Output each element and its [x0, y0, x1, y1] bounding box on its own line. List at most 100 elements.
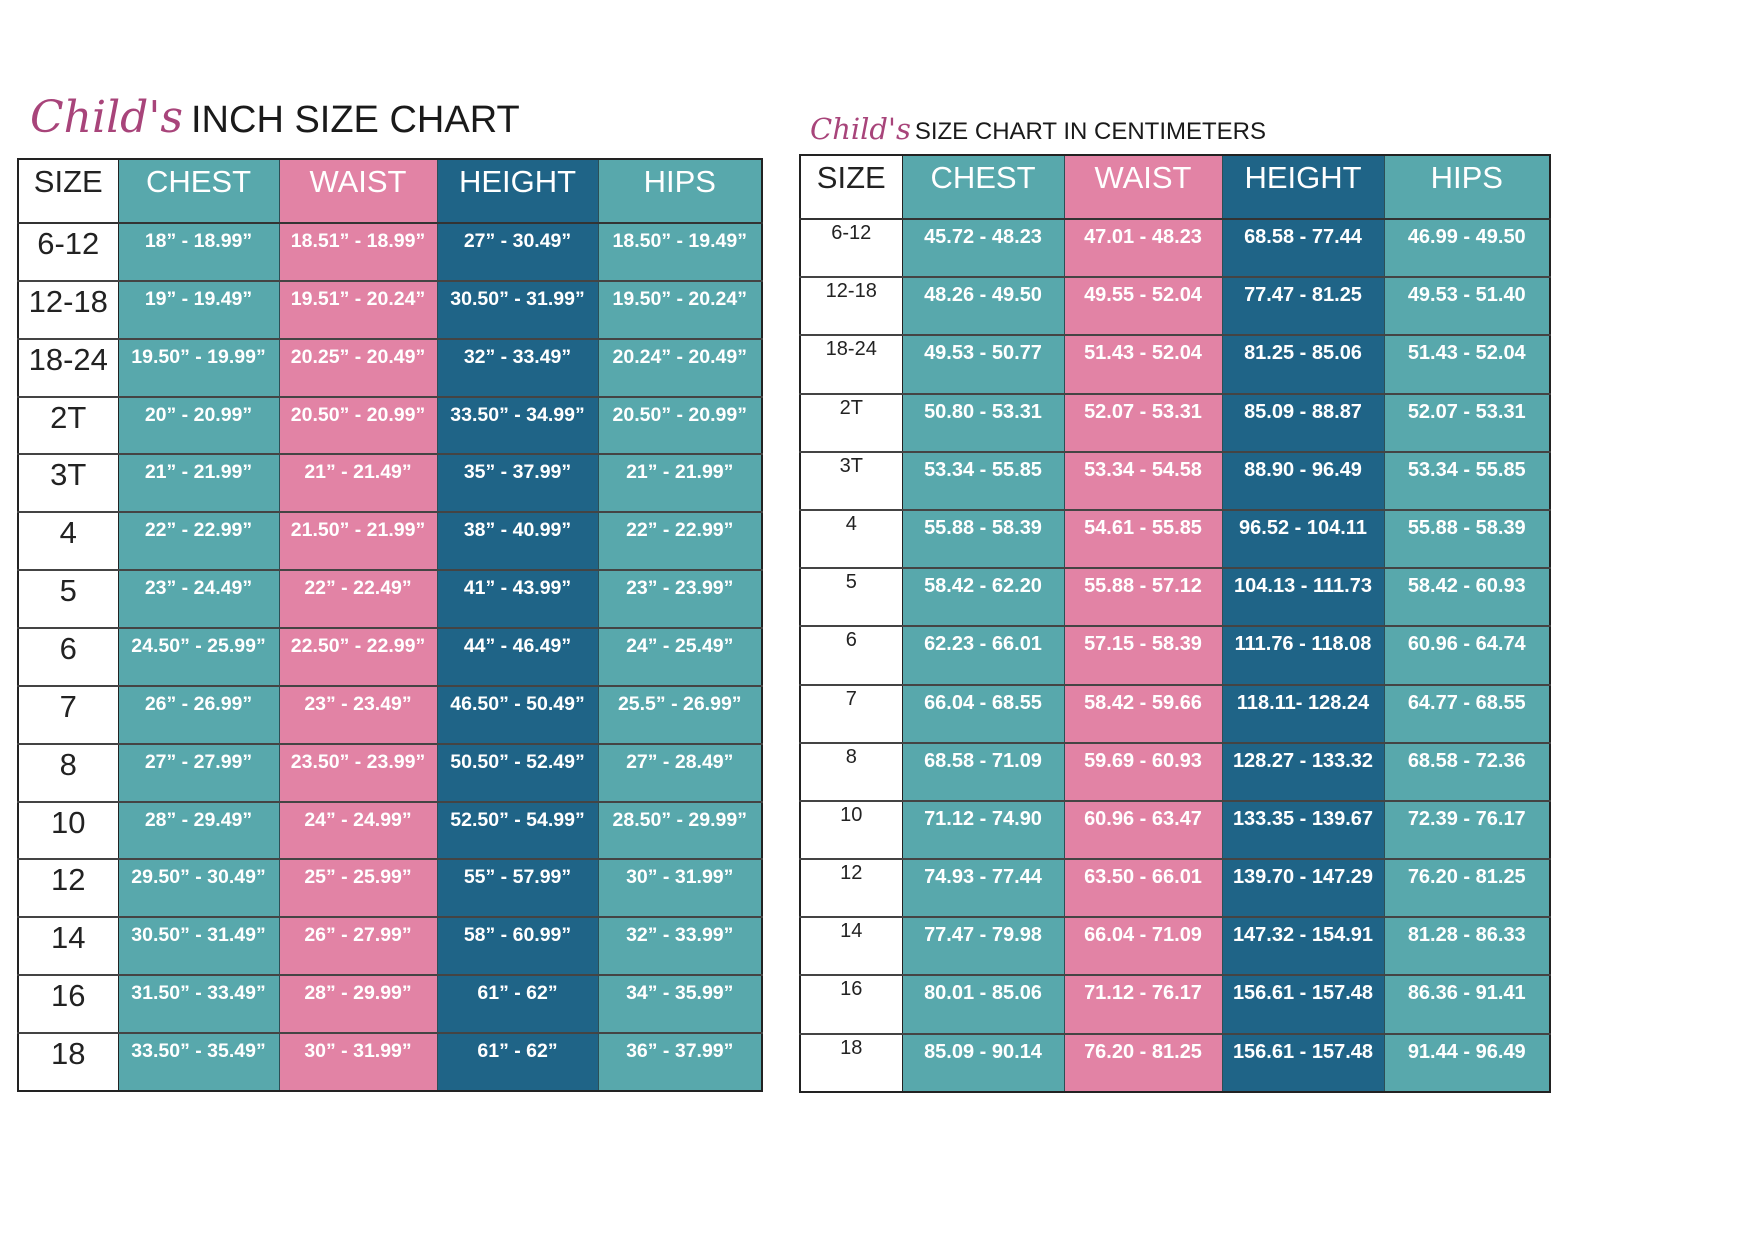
cm-cell-size: 7 — [800, 684, 903, 743]
inch-cell-waist: 22” - 22.49” — [279, 570, 438, 629]
table-row: 6 24.50” - 25.99” 22.50” - 22.99” 44” - 46.… — [18, 628, 763, 686]
table-row: 18-24 49.53 - 50.77 51.43 - 52.04 81.25 - 8… — [800, 335, 1551, 394]
inch-cell-hips: 36” - 37.99” — [598, 1033, 763, 1091]
inch-cell-chest: 33.50” - 35.49” — [118, 1033, 280, 1091]
cm-cell-height: 77.47 - 81.25 — [1222, 277, 1385, 336]
inch-cell-chest: 20” - 20.99” — [118, 396, 280, 455]
cm-header-size: SIZE — [800, 155, 903, 219]
inch-cell-waist: 24” - 24.99” — [279, 801, 438, 860]
inch-cell-chest: 19.50” - 19.99” — [118, 338, 280, 397]
cm-cell-hips: 51.43 - 52.04 — [1384, 335, 1551, 394]
inch-cell-hips: 30” - 31.99” — [598, 859, 763, 918]
inch-cell-height: 27” - 30.49” — [437, 223, 599, 281]
table-row: 16 31.50” - 33.49” 28” - 29.99” 61” - 62” 34… — [18, 975, 763, 1034]
inch-cell-height: 46.50” - 50.49” — [437, 685, 599, 744]
inch-cell-hips: 27” - 28.49” — [598, 743, 763, 802]
inch-cell-size: 6 — [18, 628, 119, 686]
inch-cell-hips: 24” - 25.49” — [598, 628, 763, 686]
cm-cell-waist: 63.50 - 66.01 — [1064, 859, 1223, 918]
table-row: 14 77.47 - 79.98 66.04 - 71.09 147.32 - 154… — [800, 917, 1551, 976]
inch-cell-size: 2T — [18, 396, 119, 455]
cm-cell-size: 18 — [800, 1033, 903, 1092]
cm-cell-chest: 80.01 - 85.06 — [902, 975, 1065, 1034]
table-row: 5 58.42 - 62.20 55.88 - 57.12 104.13 - 111.… — [800, 568, 1551, 627]
inch-cell-size: 6-12 — [18, 223, 119, 281]
cm-cell-size: 5 — [800, 568, 903, 627]
cm-cell-size: 14 — [800, 917, 903, 976]
inch-cell-chest: 19” - 19.49” — [118, 280, 280, 339]
inch-cell-hips: 20.50” - 20.99” — [598, 396, 763, 455]
cm-cell-waist: 71.12 - 76.17 — [1064, 975, 1223, 1034]
inch-cell-waist: 21.50” - 21.99” — [279, 512, 438, 571]
cm-cell-size: 2T — [800, 393, 903, 452]
cm-cell-height: 68.58 - 77.44 — [1222, 219, 1385, 278]
inch-cell-size: 16 — [18, 975, 119, 1034]
cm-cell-waist: 54.61 - 55.85 — [1064, 509, 1223, 569]
cm-cell-hips: 60.96 - 64.74 — [1384, 626, 1551, 685]
cm-cell-hips: 81.28 - 86.33 — [1384, 917, 1551, 976]
cm-cell-height: 88.90 - 96.49 — [1222, 451, 1385, 510]
inch-cell-size: 18-24 — [18, 338, 119, 397]
cm-cell-waist: 55.88 - 57.12 — [1064, 568, 1223, 627]
inch-cell-height: 33.50” - 34.99” — [437, 396, 599, 455]
inch-cell-hips: 21” - 21.99” — [598, 454, 763, 513]
cm-chart-title-text: SIZE CHART IN CENTIMETERS — [914, 118, 1266, 145]
inch-cell-hips: 23” - 23.99” — [598, 570, 763, 629]
table-row: 10 28” - 29.49” 24” - 24.99” 52.50” - 54.99… — [18, 801, 763, 860]
table-row: 6-12 18” - 18.99” 18.51” - 18.99” 27” - 30.… — [18, 223, 763, 281]
cm-size-table: SIZE CHEST WAIST HEIGHT HIPS 6-12 45.72 - 48.… — [799, 154, 1551, 1093]
cm-cell-chest: 62.23 - 66.01 — [902, 626, 1065, 685]
cm-cell-height: 104.13 - 111.73 — [1222, 568, 1385, 627]
cm-cell-chest: 66.04 - 68.55 — [902, 684, 1065, 743]
cm-cell-chest: 45.72 - 48.23 — [902, 219, 1065, 278]
inch-cell-size: 14 — [18, 917, 119, 976]
table-row: 12-18 19” - 19.49” 19.51” - 20.24” 30.50” -… — [18, 280, 763, 339]
table-row: 3T 53.34 - 55.85 53.34 - 54.58 88.90 - 96.4… — [800, 451, 1551, 510]
table-row: 7 26” - 26.99” 23” - 23.49” 46.50” - 50.49”… — [18, 685, 763, 744]
inch-cell-height: 35” - 37.99” — [437, 454, 599, 513]
cm-cell-hips: 46.99 - 49.50 — [1384, 219, 1551, 278]
cm-cell-hips: 58.42 - 60.93 — [1384, 568, 1551, 627]
inch-cell-hips: 25.5” - 26.99” — [598, 685, 763, 744]
inch-cell-hips: 20.24” - 20.49” — [598, 338, 763, 397]
table-row: 3T 21” - 21.99” 21” - 21.49” 35” - 37.99” 21… — [18, 454, 763, 513]
cm-cell-height: 111.76 - 118.08 — [1222, 626, 1385, 685]
cm-cell-waist: 51.43 - 52.04 — [1064, 335, 1223, 394]
table-row: 8 27” - 27.99” 23.50” - 23.99” 50.50” - 52.… — [18, 743, 763, 802]
cm-cell-height: 156.61 - 157.48 — [1222, 975, 1385, 1034]
cm-cell-chest: 50.80 - 53.31 — [902, 393, 1065, 452]
inch-cell-size: 10 — [18, 801, 119, 860]
inch-cell-size: 7 — [18, 685, 119, 744]
inch-cell-chest: 28” - 29.49” — [118, 801, 280, 860]
table-row: 18-24 19.50” - 19.99” 20.25” - 20.49” 32” -… — [18, 338, 763, 397]
cm-cell-height: 128.27 - 133.32 — [1222, 742, 1385, 801]
inch-cell-height: 32” - 33.49” — [437, 338, 599, 397]
table-row: 5 23” - 24.49” 22” - 22.49” 41” - 43.99” 23”… — [18, 570, 763, 629]
inch-cell-height: 61” - 62” — [437, 1033, 599, 1091]
inch-cell-chest: 29.50” - 30.49” — [118, 859, 280, 918]
table-row: 4 22” - 22.99” 21.50” - 21.99” 38” - 40.99”… — [18, 512, 763, 571]
inch-cell-height: 50.50” - 52.49” — [437, 743, 599, 802]
inch-cell-waist: 23.50” - 23.99” — [279, 743, 438, 802]
cm-header-hips: HIPS — [1384, 155, 1551, 219]
cm-chart-title: Child's SIZE CHART IN CENTIMETERS — [810, 112, 1266, 146]
table-row: 12 29.50” - 30.49” 25” - 25.99” 55” - 57.99… — [18, 859, 763, 918]
inch-cell-chest: 27” - 27.99” — [118, 743, 280, 802]
inch-cell-waist: 28” - 29.99” — [279, 975, 438, 1034]
cm-cell-size: 18-24 — [800, 335, 903, 394]
inch-cell-hips: 32” - 33.99” — [598, 917, 763, 976]
inch-cell-waist: 20.50” - 20.99” — [279, 396, 438, 455]
table-row: 8 68.58 - 71.09 59.69 - 60.93 128.27 - 133.… — [800, 742, 1551, 801]
inch-cell-chest: 18” - 18.99” — [118, 223, 280, 281]
cm-chart-title-script: Child's — [810, 112, 911, 146]
cm-cell-height: 139.70 - 147.29 — [1222, 859, 1385, 918]
table-row: 12-18 48.26 - 49.50 49.55 - 52.04 77.47 - 8… — [800, 277, 1551, 336]
inch-header-waist: WAIST — [279, 159, 438, 223]
inch-size-table: SIZE CHEST WAIST HEIGHT HIPS 6-12 18” - 18.99… — [17, 158, 763, 1092]
inch-cell-chest: 21” - 21.99” — [118, 454, 280, 513]
inch-cell-waist: 25” - 25.99” — [279, 859, 438, 918]
inch-cell-chest: 26” - 26.99” — [118, 685, 280, 744]
table-row: 2T 20” - 20.99” 20.50” - 20.99” 33.50” - 34… — [18, 396, 763, 455]
inch-cell-size: 4 — [18, 512, 119, 571]
inch-cell-size: 12 — [18, 859, 119, 918]
